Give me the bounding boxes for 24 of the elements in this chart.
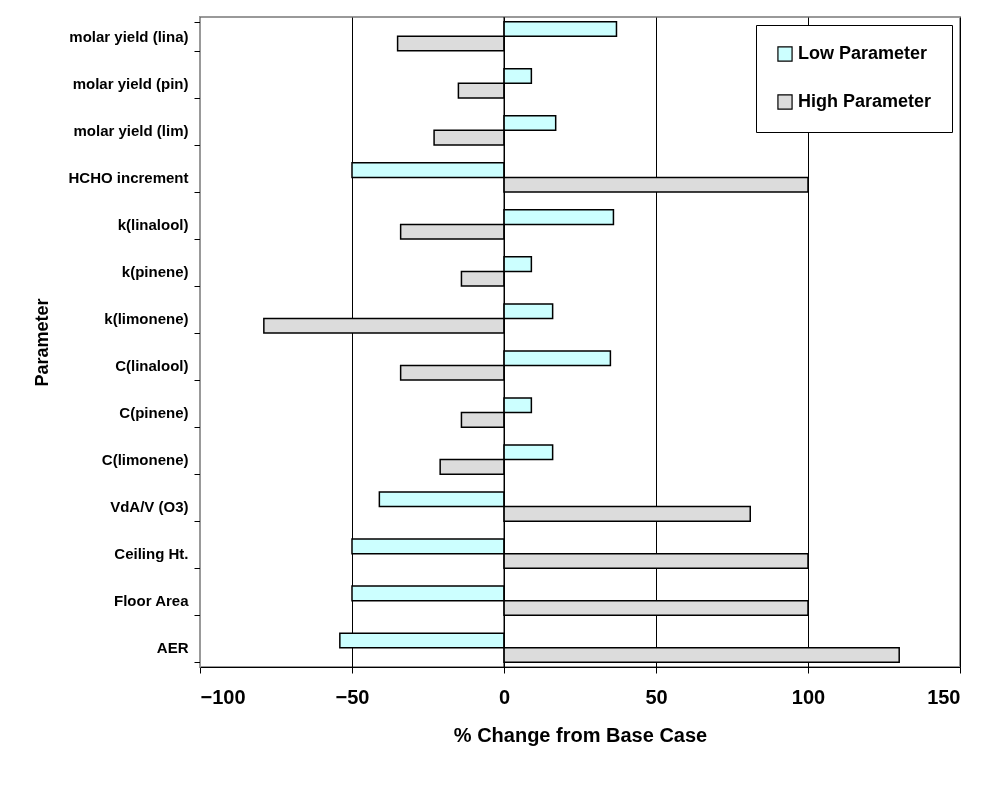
x-tick-label: 150 xyxy=(927,685,961,708)
y-tick-label: k(limonene) xyxy=(104,309,189,327)
legend-label: High Parameter xyxy=(798,91,932,111)
y-tick-label: molar yield (lina) xyxy=(69,27,189,45)
y-tick-label: Ceiling Ht. xyxy=(114,545,189,563)
x-tick-label: 50 xyxy=(645,685,668,708)
x-tick-label: 100 xyxy=(791,685,826,708)
y-tick-label: Floor Area xyxy=(114,592,190,610)
x-tick-label: 0 xyxy=(498,685,511,708)
y-tick-label: C(pinene) xyxy=(119,404,189,422)
y-tick-label: C(linalool) xyxy=(115,357,189,375)
y-tick-label: k(pinene) xyxy=(121,262,189,280)
y-tick-label: molar yield (lim) xyxy=(73,121,189,139)
x-tick-label: −50 xyxy=(335,685,370,708)
y-tick-label: AER xyxy=(156,639,189,657)
x-tick-label: −100 xyxy=(200,685,246,708)
y-axis-title: Parameter xyxy=(32,298,53,387)
y-tick-label: VdA/V (O3) xyxy=(110,498,189,516)
y-tick-label: molar yield (pin) xyxy=(72,74,189,92)
legend-label: Low Parameter xyxy=(798,43,928,63)
y-tick-label: HCHO increment xyxy=(68,168,189,186)
x-axis-title: % Change from Base Case xyxy=(453,723,708,746)
y-tick-label: C(limonene) xyxy=(101,451,189,469)
y-tick-label: k(linalool) xyxy=(117,215,189,233)
